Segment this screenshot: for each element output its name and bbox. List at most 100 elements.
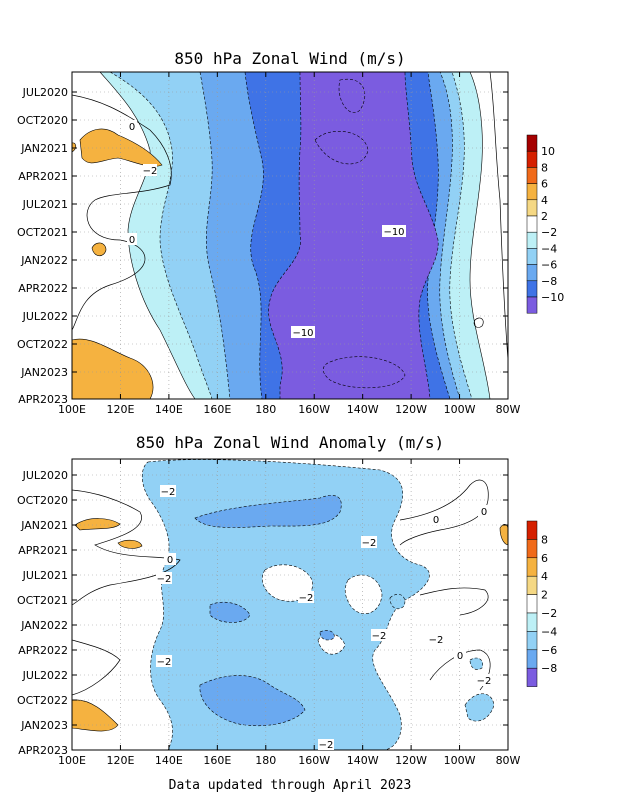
colorbar-label: −8 <box>541 662 557 675</box>
panel1-contour-label: −2 <box>143 166 158 177</box>
panel1-field <box>72 72 508 399</box>
colorbar-label: −2 <box>541 607 557 620</box>
footer-text: Data updated through April 2023 <box>169 778 412 793</box>
panel2-contour-labels: −2 0 0 −2 0 −2 −2 −2 −2 −2 0 −2 −2 <box>156 485 492 751</box>
colorbar-cell <box>526 612 538 632</box>
panel2-contour-label: −2 <box>429 635 444 646</box>
x-tick-label: 160W <box>298 754 330 767</box>
colorbar-label: −10 <box>541 291 564 304</box>
colorbar-zonal-wind-anomaly: 8 6 4 2 −2 −4 −6 −8 <box>526 520 557 687</box>
panel2-field <box>72 459 508 750</box>
x-tick-label: 80W <box>496 754 521 767</box>
colorbar-cell <box>526 167 538 184</box>
x-tick-label: 140W <box>347 754 379 767</box>
panel2-contour-label: −2 <box>157 657 172 668</box>
colorbar-cell <box>526 557 538 577</box>
colorbar-cell <box>526 248 538 265</box>
colorbar-label: 8 <box>541 161 548 174</box>
y-tick-label: OCT2020 <box>17 114 68 127</box>
y-tick-label: JAN2021 <box>20 142 68 155</box>
x-tick-label: 120W <box>395 403 427 416</box>
y-tick-label: JUL2020 <box>22 86 68 99</box>
panel2-title: 850 hPa Zonal Wind Anomaly (m/s) <box>136 433 444 452</box>
x-tick-label: 100W <box>444 754 476 767</box>
colorbar-zonal-wind: 10 8 6 4 2 −2 −4 −6 −8 −10 <box>526 134 564 314</box>
y-tick-label: APR2023 <box>18 744 68 757</box>
panel2-contour-label: −2 <box>372 631 387 642</box>
panel2-contour-label: 0 <box>457 651 463 662</box>
panel2-contour-label: −2 <box>362 538 377 549</box>
colorbar-label: 6 <box>541 552 548 565</box>
colorbar-cell <box>526 631 538 651</box>
panel1-contour-label: −10 <box>383 227 404 238</box>
panel2-contour-label: 0 <box>167 555 173 566</box>
colorbar-cell <box>526 296 538 314</box>
y-tick-label: JAN2023 <box>20 366 68 379</box>
colorbar-label: −2 <box>541 226 557 239</box>
x-tick-label: 80W <box>496 403 521 416</box>
panel-zonal-wind-anomaly: 850 hPa Zonal Wind Anomaly (m/s) <box>17 433 521 767</box>
panel1-title: 850 hPa Zonal Wind (m/s) <box>174 49 405 68</box>
colorbar-cell <box>526 199 538 217</box>
x-tick-label: 140E <box>155 403 183 416</box>
panel1-contour-label: 0 <box>129 122 135 133</box>
colorbar-label: −4 <box>541 625 557 638</box>
y-tick-label: OCT2021 <box>17 226 68 239</box>
panel2-contour-label: −2 <box>319 740 334 751</box>
colorbar-label: 4 <box>541 570 548 583</box>
y-tick-label: JAN2022 <box>20 254 68 267</box>
panel1-patch-pos <box>79 128 163 167</box>
panel1-frame <box>71 71 509 400</box>
panel1-band-neg10 <box>268 72 439 399</box>
colorbar-cell <box>526 215 538 233</box>
y-tick-label: APR2023 <box>18 393 68 406</box>
panel2-contour-label: −2 <box>299 593 314 604</box>
x-tick-label: 100E <box>58 403 86 416</box>
colorbar-cell <box>526 649 538 669</box>
panel2-contour-label: 0 <box>481 507 487 518</box>
panel2-band-neg4 <box>194 495 342 528</box>
colorbar-label: 10 <box>541 145 555 158</box>
y-tick-label: OCT2021 <box>17 594 68 607</box>
colorbar-label: 8 <box>541 533 548 546</box>
panel2-contour-label: −2 <box>157 574 172 585</box>
x-tick-label: 160E <box>203 403 231 416</box>
colorbar-cell <box>526 231 538 249</box>
colorbar-label: 6 <box>541 178 548 191</box>
panel1-patch-pos <box>91 242 107 257</box>
panel1-contour-label: −10 <box>292 328 313 339</box>
x-tick-label: 180 <box>255 754 276 767</box>
y-tick-label: OCT2020 <box>17 494 68 507</box>
panel2-band-neg2 <box>141 459 430 750</box>
colorbar-label: −8 <box>541 275 557 288</box>
y-tick-label: APR2022 <box>18 282 68 295</box>
y-tick-label: JAN2022 <box>20 619 68 632</box>
colorbar-cell <box>526 280 538 298</box>
colorbar-cell <box>526 520 538 540</box>
y-tick-label: OCT2022 <box>17 338 68 351</box>
colorbar-cell <box>526 183 538 201</box>
panel2-patch-pos <box>117 539 143 549</box>
colorbar-cell <box>526 594 538 614</box>
colorbar-cell <box>526 150 538 168</box>
panel1-patch-pos <box>72 338 154 399</box>
y-tick-label: JUL2021 <box>22 569 68 582</box>
colorbar-cell <box>526 539 538 559</box>
y-tick-label: OCT2022 <box>17 694 68 707</box>
panel2-patch-pos <box>72 699 119 732</box>
x-tick-label: 140W <box>347 403 379 416</box>
x-tick-label: 160W <box>298 403 330 416</box>
y-tick-label: JUL2020 <box>22 469 68 482</box>
colorbar-cell <box>526 667 538 687</box>
x-tick-label: 180 <box>255 403 276 416</box>
colorbar-label: 2 <box>541 589 548 602</box>
colorbar-label: −4 <box>541 242 557 255</box>
x-tick-label: 100W <box>444 403 476 416</box>
x-tick-label: 140E <box>155 754 183 767</box>
colorbar-label: 4 <box>541 194 548 207</box>
colorbar-cell <box>526 134 538 152</box>
panel1-contour-labels: 0 −2 0 −10 −10 <box>127 120 406 339</box>
panel2-frame <box>71 458 509 751</box>
panel-zonal-wind: 850 hPa Zonal Wind (m/s) <box>17 49 521 416</box>
